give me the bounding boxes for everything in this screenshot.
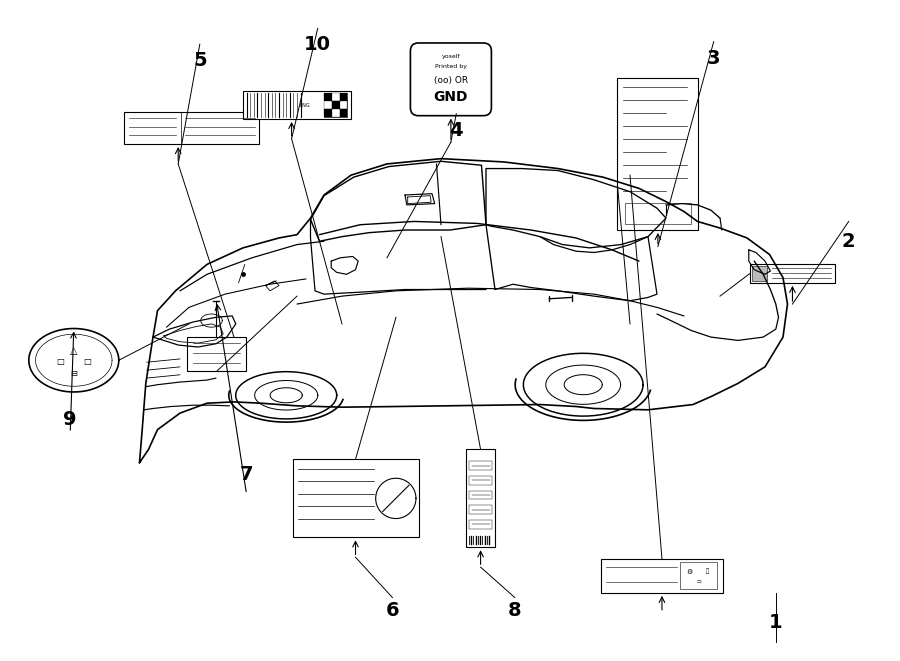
Bar xyxy=(332,101,339,109)
Bar xyxy=(469,520,492,529)
Bar xyxy=(332,109,339,117)
Text: Printed by: Printed by xyxy=(435,63,467,69)
Bar xyxy=(187,337,246,371)
Bar xyxy=(324,109,332,117)
Text: 10: 10 xyxy=(304,36,331,54)
Bar xyxy=(324,93,347,117)
Text: 🔧: 🔧 xyxy=(706,569,709,574)
Bar xyxy=(339,109,347,117)
Text: □: □ xyxy=(57,358,64,366)
Bar xyxy=(469,461,492,470)
Bar xyxy=(292,459,418,537)
Bar xyxy=(324,101,332,109)
Bar xyxy=(680,562,716,590)
Bar xyxy=(601,559,723,593)
Text: 9: 9 xyxy=(63,410,77,429)
Bar xyxy=(124,112,259,144)
Text: 6: 6 xyxy=(385,602,400,620)
Text: 8: 8 xyxy=(508,602,522,620)
Bar xyxy=(243,91,351,119)
Text: ⚙: ⚙ xyxy=(686,568,692,574)
Bar xyxy=(469,505,492,514)
Bar xyxy=(339,101,347,109)
Text: ▭: ▭ xyxy=(696,579,701,584)
Bar xyxy=(332,93,339,101)
Text: ENG: ENG xyxy=(299,102,310,108)
Bar xyxy=(339,93,347,101)
FancyBboxPatch shape xyxy=(410,43,491,116)
Bar xyxy=(752,266,767,281)
Bar xyxy=(625,203,691,224)
Text: 2: 2 xyxy=(842,232,856,251)
Text: 1: 1 xyxy=(769,613,783,632)
Bar xyxy=(324,93,332,101)
Bar xyxy=(750,264,835,283)
Bar xyxy=(469,490,492,499)
Bar xyxy=(469,476,492,485)
Text: 5: 5 xyxy=(193,52,207,70)
Text: □: □ xyxy=(84,358,91,366)
Text: yoself: yoself xyxy=(442,54,460,59)
Text: 4: 4 xyxy=(449,121,464,139)
Bar xyxy=(617,78,698,230)
Text: 3: 3 xyxy=(707,49,721,67)
Text: 7: 7 xyxy=(239,465,254,484)
Text: ⊟: ⊟ xyxy=(70,369,77,378)
Text: GND: GND xyxy=(434,91,468,104)
Text: (oo) OR: (oo) OR xyxy=(434,76,468,85)
Bar xyxy=(466,449,495,547)
Text: △: △ xyxy=(70,346,77,356)
